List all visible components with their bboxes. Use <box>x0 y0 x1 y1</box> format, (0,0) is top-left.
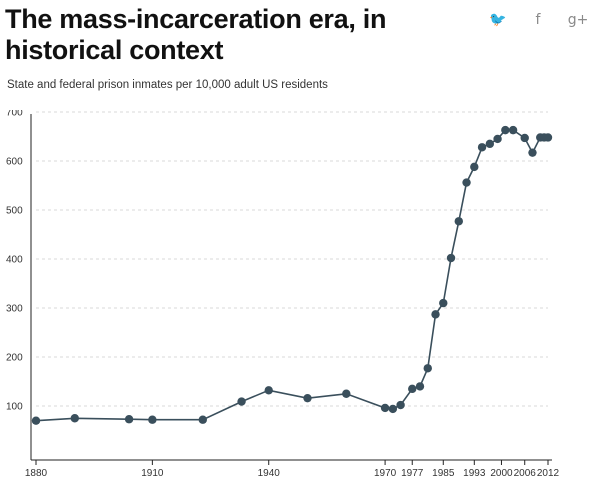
y-tick-label: 500 <box>6 206 23 217</box>
data-point <box>501 125 510 135</box>
x-tick-label: 1910 <box>141 468 164 477</box>
y-tick-label: 600 <box>6 157 23 168</box>
data-point <box>520 133 529 143</box>
data-point <box>528 148 537 157</box>
x-tick-label: 2000 <box>490 468 513 477</box>
data-point <box>303 393 312 403</box>
data-point <box>431 310 440 319</box>
data-point <box>70 414 79 423</box>
data-point <box>388 404 398 414</box>
x-tick-label: 1977 <box>401 468 424 477</box>
x-tick-label: 2012 <box>537 468 560 477</box>
y-tick-label: 100 <box>6 402 23 413</box>
data-point <box>415 382 425 391</box>
line-chart: 100 200 300 400 500 600 700 1880 1910 1940 1970 197… <box>6 110 560 477</box>
x-tick-label: 1970 <box>374 468 397 477</box>
facebook-icon[interactable]: f <box>535 12 541 28</box>
data-point <box>396 400 405 410</box>
x-tick-label: 1940 <box>258 468 281 477</box>
x-tick-label: 1985 <box>432 468 455 477</box>
data-point <box>493 134 502 144</box>
data-point <box>508 125 518 135</box>
data-point <box>454 217 463 226</box>
data-point <box>198 415 207 424</box>
twitter-icon[interactable]: 🐦 <box>489 12 507 28</box>
data-point <box>543 133 553 142</box>
y-tick-label: 400 <box>6 255 23 266</box>
page-title: The mass-incarceration era, in historica… <box>5 4 387 65</box>
x-tick-label: 1993 <box>463 468 486 477</box>
data-point <box>148 415 157 424</box>
x-tick-label: 2006 <box>514 468 537 477</box>
data-point <box>264 386 273 395</box>
data-point <box>446 253 456 263</box>
data-point <box>439 298 448 308</box>
data-point <box>31 416 41 425</box>
share-bar: 🐦 f g+ <box>478 12 598 28</box>
y-tick-label: 300 <box>6 304 23 315</box>
data-point <box>485 139 495 149</box>
data-point <box>237 397 246 406</box>
data-point <box>124 415 134 424</box>
y-tick-label: 700 <box>6 110 23 119</box>
data-point <box>470 162 479 172</box>
data-point <box>380 403 390 413</box>
data-point <box>342 389 351 398</box>
y-tick-label: 200 <box>6 353 23 364</box>
x-tick-label: 1880 <box>25 468 48 477</box>
chart-subtitle: State and federal prison inmates per 10,… <box>7 79 328 91</box>
data-point <box>408 384 417 394</box>
series-line <box>35 129 548 422</box>
google-plus-icon[interactable]: g+ <box>567 12 589 28</box>
data-point <box>423 364 432 373</box>
data-point <box>477 143 487 152</box>
data-point <box>462 178 471 187</box>
